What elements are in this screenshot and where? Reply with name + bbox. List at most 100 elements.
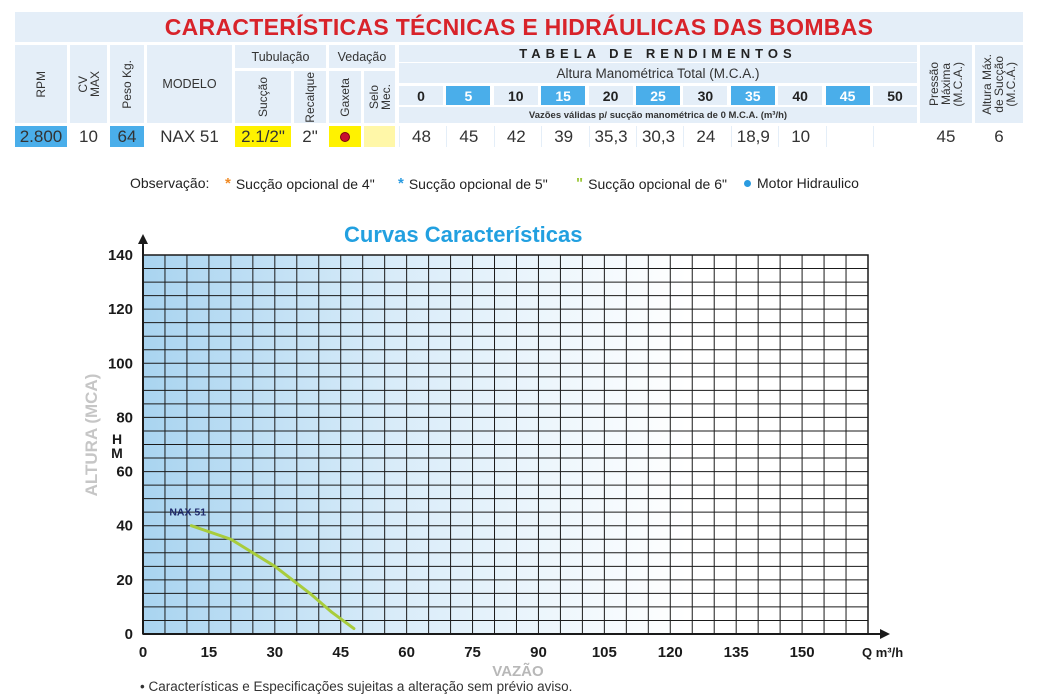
series-label: NAX 51 xyxy=(169,507,206,519)
succao-value: 2.1/2" xyxy=(235,126,291,147)
recalque-header: Recalque xyxy=(294,71,326,123)
height-col-50: 50 xyxy=(873,86,917,105)
y-axis-arrow-icon xyxy=(138,234,148,244)
x-unit-label: Q m³/h xyxy=(862,645,903,660)
y-tick-label: 140 xyxy=(108,247,133,264)
x-tick-label: 90 xyxy=(530,644,547,661)
altura-max-value: 6 xyxy=(994,126,1004,146)
height-col-10: 10 xyxy=(493,86,538,105)
height-col-35: 35 xyxy=(730,86,775,105)
series-point xyxy=(352,627,356,630)
series-point xyxy=(190,524,193,527)
y-tick-label: 120 xyxy=(108,301,133,318)
tubulacao-header: Tubulação xyxy=(235,45,326,68)
peso-header: Peso Kg. xyxy=(110,45,144,123)
x-tick-label: 45 xyxy=(332,644,349,661)
plot-background xyxy=(143,255,868,634)
x-axis-arrow-icon xyxy=(880,629,890,639)
table-title: CARACTERÍSTICAS TÉCNICAS E HIDRÁULICAS D… xyxy=(15,12,1023,42)
y-unit-label: M xyxy=(111,445,123,461)
y-axis-title: ALTURA (MCA) xyxy=(82,374,101,497)
flow-value xyxy=(873,126,917,147)
green-star-icon: " xyxy=(576,175,584,192)
cv-header: CV MAX xyxy=(70,45,107,123)
height-col-45: 45 xyxy=(825,86,870,105)
x-tick-label: 105 xyxy=(592,644,617,661)
obs-text: Sucção opcional de 5" xyxy=(408,175,548,192)
height-col-5: 5 xyxy=(446,86,491,105)
obs-item-4: * Sucção opcional de 4" xyxy=(225,175,375,192)
gaxeta-marker xyxy=(329,126,361,147)
obs-text: Sucção opcional de 4" xyxy=(235,175,375,192)
height-col-30: 30 xyxy=(683,86,728,105)
height-col-0: 0 xyxy=(399,86,443,105)
x-tick-label: 75 xyxy=(464,644,481,661)
selo-value xyxy=(364,126,395,147)
tabela-header: TABELA DE RENDIMENTOS xyxy=(399,45,917,62)
flow-value: 45 xyxy=(446,126,490,147)
gaxeta-dot-icon xyxy=(340,131,350,142)
obs-item-6: " Sucção opcional de 6" xyxy=(576,175,727,192)
pressao-header: Pressão Máxima (M.C.A.) xyxy=(920,45,972,123)
flow-value: 35,3 xyxy=(588,126,633,147)
height-col-25: 25 xyxy=(636,86,680,105)
series-line xyxy=(189,524,356,631)
x-tick-label: 60 xyxy=(398,644,415,661)
modelo-header: MODELO xyxy=(147,45,232,123)
y-unit-label: H xyxy=(112,431,122,447)
y-tick-label: 80 xyxy=(116,409,133,426)
flow-value: 48 xyxy=(399,126,443,147)
obs-item-5: * Sucção opcional de 5" xyxy=(398,175,548,192)
recalque-value: 2" xyxy=(302,126,318,146)
y-tick-label: 100 xyxy=(108,355,133,372)
y-tick-label: 20 xyxy=(116,572,133,589)
obs-label: Observação: xyxy=(130,175,210,191)
modelo-value: NAX 51 xyxy=(160,126,219,146)
pressao-value: 45 xyxy=(936,126,956,146)
plot-frame xyxy=(142,254,869,635)
rpm-value: 2.800 xyxy=(15,126,67,147)
gaxeta-header: Gaxeta xyxy=(329,71,361,123)
x-tick-label: 15 xyxy=(201,644,218,661)
succao-header: Sucção xyxy=(235,71,291,123)
obs-item-motor: Motor Hidraulico xyxy=(744,175,859,191)
peso-value: 64 xyxy=(110,126,144,147)
height-col-20: 20 xyxy=(588,86,633,105)
orange-star-icon: * xyxy=(225,175,231,192)
flow-value: 10 xyxy=(778,126,822,147)
x-axis-title: VAZÃO xyxy=(492,662,544,680)
flow-value: 18,9 xyxy=(730,126,775,147)
flow-value xyxy=(825,126,870,147)
height-col-40: 40 xyxy=(778,86,823,105)
x-tick-label: 0 xyxy=(139,644,147,661)
x-tick-label: 120 xyxy=(658,644,683,661)
y-tick-label: 0 xyxy=(125,626,133,643)
x-tick-label: 135 xyxy=(724,644,749,661)
blue-star-icon: * xyxy=(398,175,404,192)
altura-header: Altura Manométrica Total (M.C.A.) xyxy=(399,63,917,83)
altura-max-header: Altura Máx. de Sucção (M.C.A.) xyxy=(975,45,1023,123)
obs-text: Motor Hidraulico xyxy=(757,175,859,191)
x-tick-label: 30 xyxy=(266,644,283,661)
flow-value: 39 xyxy=(541,126,585,147)
footnote: • Características e Especificações sujei… xyxy=(140,679,573,694)
selo-header: Selo Mec. xyxy=(364,71,395,123)
blue-dot-icon xyxy=(744,179,751,187)
x-tick-label: 150 xyxy=(790,644,815,661)
series-point xyxy=(273,565,277,568)
vedacao-header: Vedação xyxy=(329,45,395,68)
chart-title: Curvas Características xyxy=(344,222,583,247)
rpm-header: RPM xyxy=(15,45,67,123)
series-point xyxy=(308,592,312,595)
cv-value: 10 xyxy=(79,126,98,146)
height-col-15: 15 xyxy=(541,86,586,105)
y-tick-label: 40 xyxy=(116,518,133,535)
series-point xyxy=(229,538,233,541)
vazoes-header: Vazões válidas p/ sucção manométrica de … xyxy=(399,107,917,123)
obs-text: Sucção opcional de 6" xyxy=(588,175,727,192)
y-tick-label: 60 xyxy=(116,464,133,481)
flow-value: 24 xyxy=(683,126,727,147)
flow-value: 42 xyxy=(493,126,538,147)
series-point xyxy=(330,611,334,614)
flow-value: 30,3 xyxy=(636,126,680,147)
